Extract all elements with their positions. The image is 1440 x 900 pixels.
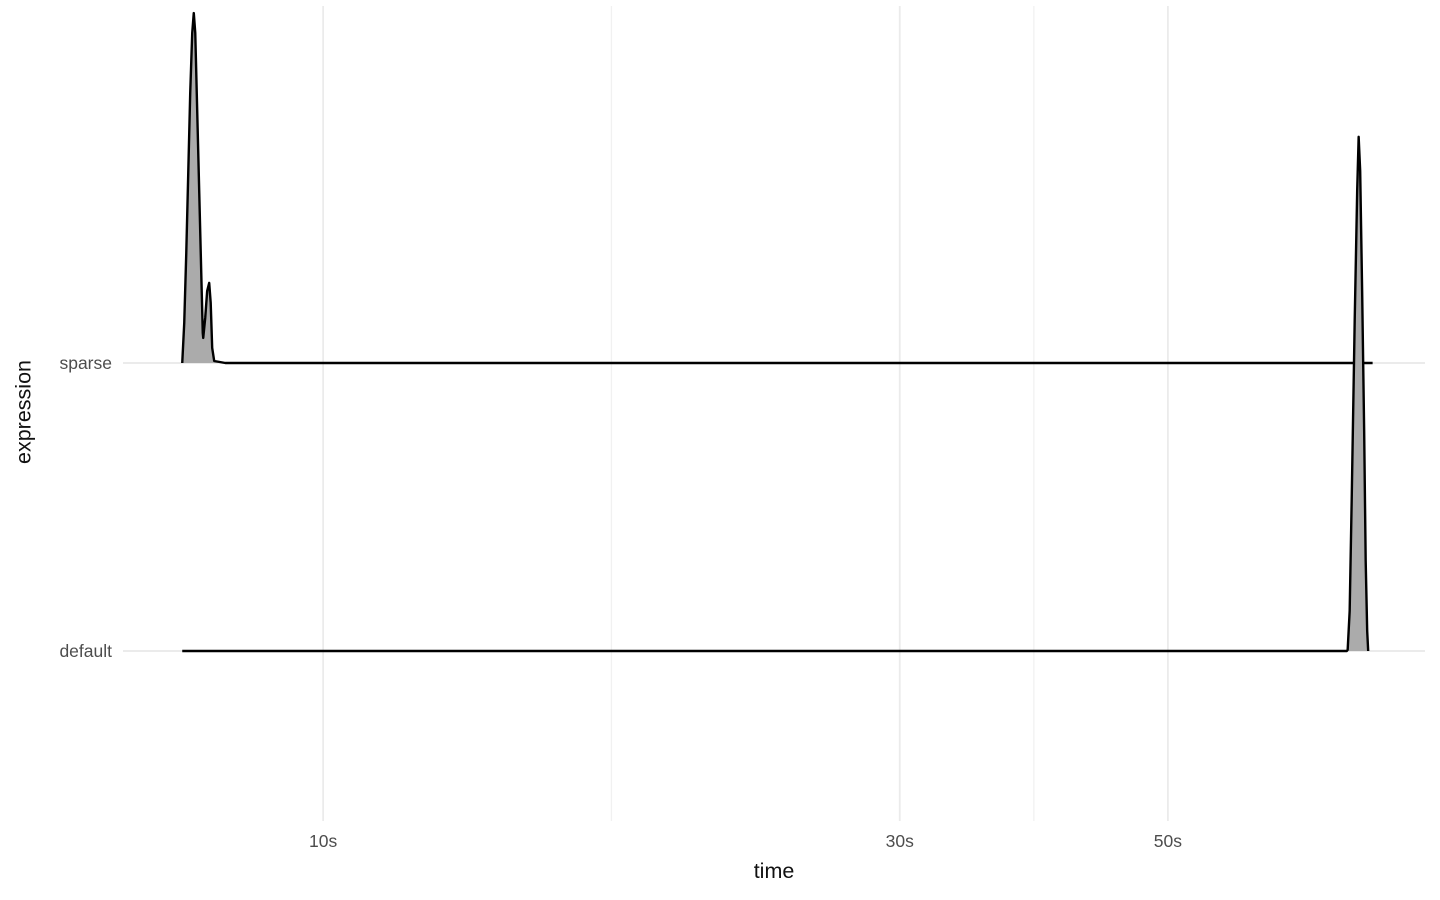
x-tick-label-10s: 10s (309, 831, 338, 851)
y-axis-title: expression (11, 360, 36, 464)
x-tick-label-50s: 50s (1153, 831, 1182, 851)
ridge-area-sparse (182, 13, 1373, 364)
y-tick-label-default: default (59, 641, 112, 661)
ridge-line-sparse (181, 11, 1373, 365)
chart-panel (123, 6, 1425, 821)
x-axis-title: time (753, 859, 795, 883)
y-tick-label-sparse: sparse (59, 353, 112, 373)
x-tick-label-30s: 30s (885, 831, 914, 851)
ridge-area-default (182, 136, 1369, 652)
ridge-line-default (182, 135, 1370, 653)
